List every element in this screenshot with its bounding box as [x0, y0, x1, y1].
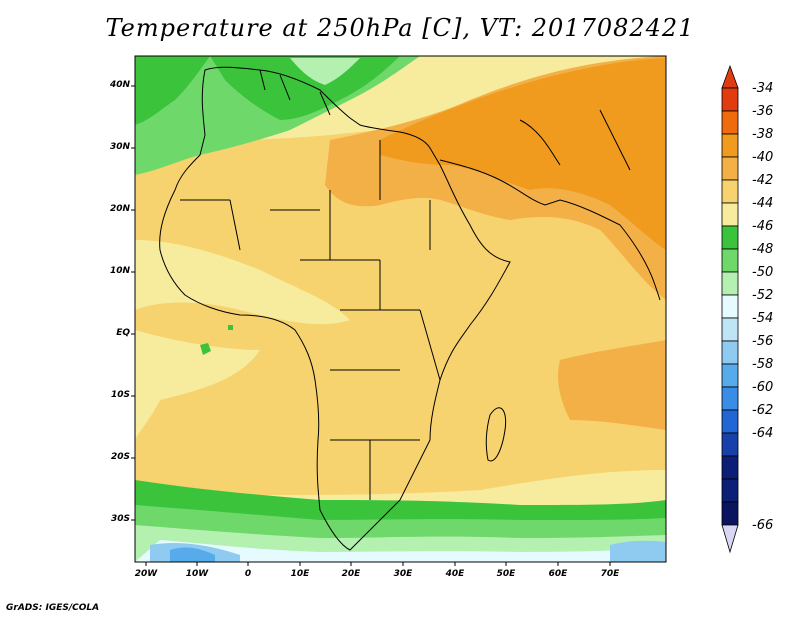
- lat-label-10s: 10S: [110, 390, 130, 400]
- map-title: Temperature at 250hPa [C], VT: 201708242…: [105, 14, 695, 42]
- colorbar-label: -34: [752, 81, 774, 96]
- lon-label-20e: 20E: [341, 569, 361, 579]
- colorbar-label: -52: [752, 288, 774, 303]
- colorbar-label: -38: [752, 127, 774, 142]
- colorbar-label: -50: [752, 265, 774, 280]
- colorbar: [721, 64, 739, 554]
- map-frame: [134, 55, 667, 563]
- lat-label-20n: 20N: [109, 204, 130, 214]
- temperature-field: [135, 56, 666, 562]
- lon-label-50e: 50E: [496, 569, 516, 579]
- colorbar-label: -40: [752, 150, 774, 165]
- colorbar-label: -58: [752, 357, 774, 372]
- colorbar-label: -56: [752, 334, 774, 349]
- lat-label-10n: 10N: [109, 266, 130, 276]
- lon-label-0: 0: [244, 569, 252, 579]
- colorbar-label: -60: [752, 380, 774, 395]
- lat-label-20s: 20S: [110, 452, 130, 462]
- colorbar-top-arrow: [721, 64, 739, 89]
- colorbar-bottom-arrow: [721, 524, 739, 554]
- colorbar-label: -36: [752, 104, 774, 119]
- lon-label-20w: 20W: [134, 569, 158, 579]
- lon-label-10w: 10W: [185, 569, 209, 579]
- lon-label-60e: 60E: [548, 569, 568, 579]
- lon-label-40e: 40E: [445, 569, 465, 579]
- colorbar-label: -42: [752, 173, 774, 188]
- lat-label-30n: 30N: [109, 142, 130, 152]
- lon-label-70e: 70E: [600, 569, 620, 579]
- colorbar-label: -54: [752, 311, 774, 326]
- lon-label-10e: 10E: [290, 569, 310, 579]
- lat-label-eq: EQ: [116, 328, 130, 338]
- coastlines: [159, 66, 661, 551]
- lat-label-30s: 30S: [110, 514, 130, 524]
- lat-label-40n: 40N: [109, 80, 130, 90]
- colorbar-label: -64: [752, 426, 774, 441]
- credit-text: GrADS: IGES/COLA: [6, 603, 100, 613]
- axis-ticks: [131, 85, 611, 566]
- colorbar-label: -46: [752, 219, 774, 234]
- colorbar-label: -66: [752, 518, 774, 533]
- lon-label-30e: 30E: [393, 569, 413, 579]
- colorbar-label: -44: [752, 196, 774, 211]
- colorbar-label: -62: [752, 403, 774, 418]
- colorbar-label: -48: [752, 242, 774, 257]
